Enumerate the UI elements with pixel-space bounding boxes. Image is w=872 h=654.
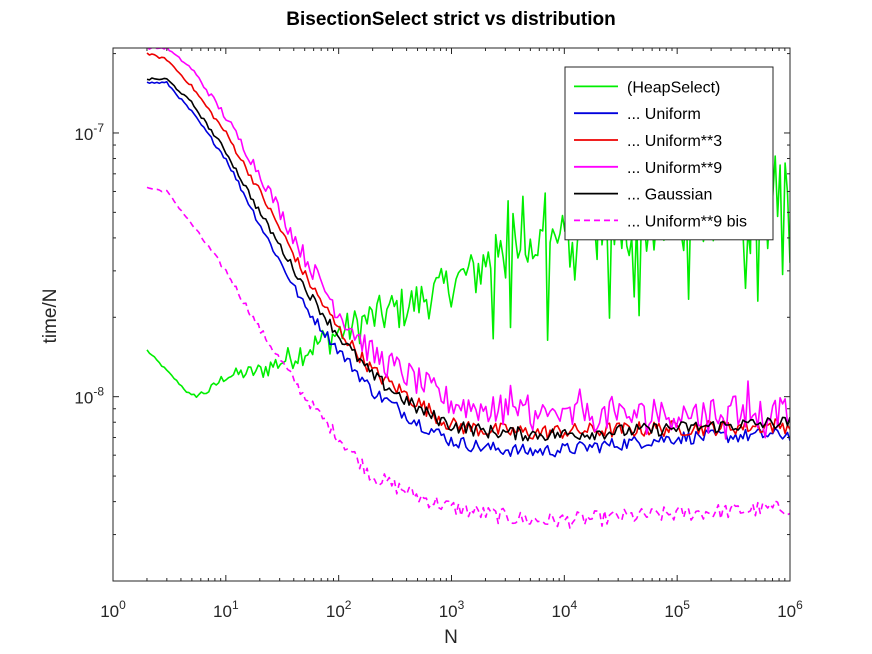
legend-box — [564, 66, 774, 241]
x-axis-label: N — [444, 627, 458, 648]
series-layer — [146, 48, 790, 529]
y-tick-label: 10-8 — [74, 385, 104, 408]
axis-ticks: 100 101 102 103 104 105 106 10-8 10-7 — [74, 48, 803, 621]
chart-title: BisectionSelect strict vs distribution — [286, 9, 615, 30]
x-tick-label: 103 — [439, 598, 465, 621]
legend-label: (HeapSelect) — [627, 79, 720, 96]
y-axis-label: time/N — [40, 289, 61, 344]
series-line-6 — [146, 186, 790, 529]
series-line-1 — [146, 117, 790, 399]
x-tick-label: 106 — [777, 598, 803, 621]
series-line-3 — [146, 52, 790, 441]
legend-label: ... Uniform**3 — [627, 133, 722, 150]
x-tick-label: 100 — [100, 598, 126, 621]
legend: (HeapSelect) ... Uniform ... Uniform**3...… — [564, 66, 774, 241]
series-line-5 — [146, 77, 790, 442]
x-tick-label: 102 — [326, 598, 352, 621]
y-tick-label: 10-7 — [74, 121, 104, 144]
legend-label: ... Uniform**9 bis — [627, 213, 747, 230]
x-tick-label: 101 — [213, 598, 239, 621]
legend-label: ... Uniform**9 — [627, 160, 722, 177]
series-line-4 — [146, 48, 790, 440]
legend-label: ... Uniform — [627, 106, 701, 123]
x-tick-label: 104 — [552, 598, 578, 621]
legend-label: ... Gaussian — [627, 187, 712, 204]
x-tick-label: 105 — [664, 598, 690, 621]
